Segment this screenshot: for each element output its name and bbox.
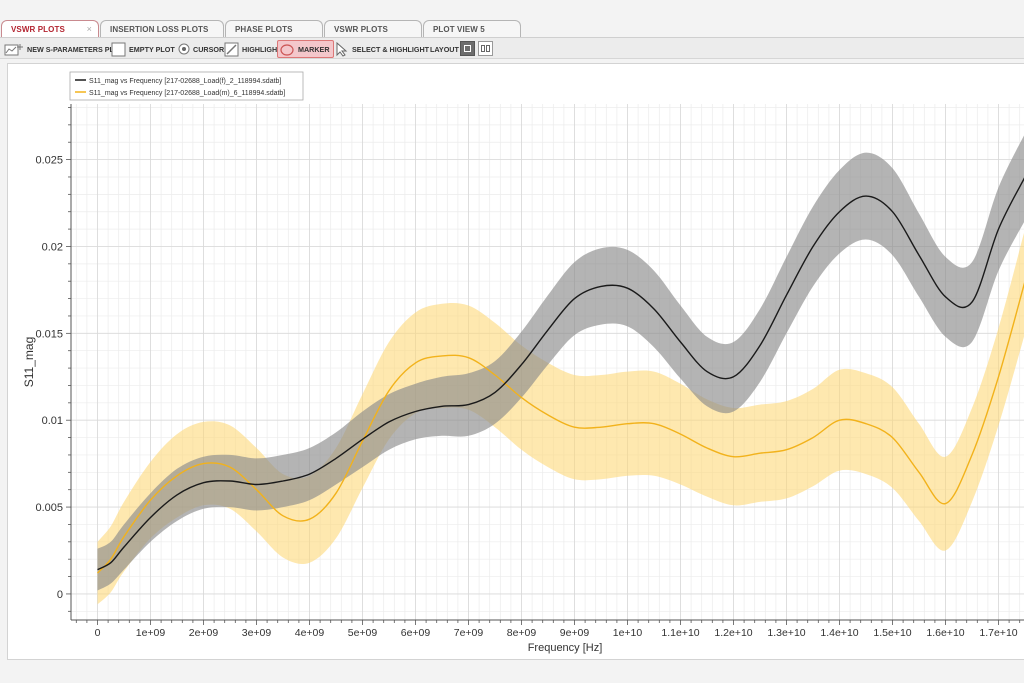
y-tick-label: 0.015 — [35, 328, 63, 340]
x-tick-label: 6e+09 — [401, 627, 431, 639]
tab-plot-view-5[interactable]: PLOT VIEW 5 — [423, 20, 521, 37]
series-lines — [96, 177, 1024, 574]
x-tick-label: 1.4e+10 — [820, 627, 858, 639]
tab-label: PHASE PLOTS — [235, 25, 293, 34]
layout-split-button[interactable] — [478, 41, 493, 56]
x-tick-label: 7e+09 — [454, 627, 484, 639]
tab-vswr-plots[interactable]: VSWR PLOTS × — [1, 20, 99, 37]
marker-button[interactable]: MARKER — [277, 40, 334, 58]
empty-plot-icon — [111, 42, 126, 56]
x-tick-label: 1e+10 — [613, 627, 643, 639]
marker-icon — [280, 43, 294, 56]
y-tick-label: 0.005 — [35, 502, 63, 514]
tab-phase-plots[interactable]: PHASE PLOTS — [225, 20, 323, 37]
tab-label: VSWR PLOTS — [334, 25, 388, 34]
arrow-pointer-icon — [336, 41, 348, 57]
marker-label: MARKER — [298, 44, 330, 54]
new-sparameters-plot-label: NEW S-PARAMETERS PLOT — [27, 44, 124, 54]
confidence-bands — [97, 135, 1024, 605]
legend-box — [69, 71, 304, 101]
layout-label: LAYOUT — [430, 44, 459, 54]
tab-label: INSERTION LOSS PLOTS — [110, 25, 209, 34]
x-tick-label: 4e+09 — [295, 627, 325, 639]
x-tick-label: 5e+09 — [348, 627, 378, 639]
layout-single-icon — [464, 45, 471, 52]
empty-plot-label: EMPTY PLOT — [129, 44, 175, 54]
x-tick-label: 3e+09 — [242, 627, 272, 639]
y-tick-label: 0.02 — [42, 241, 63, 253]
x-tick-label: 0 — [95, 627, 101, 639]
x-tick-label: 1.5e+10 — [873, 627, 911, 639]
line-series-1[interactable] — [97, 177, 1024, 571]
x-tick-label: 9e+09 — [560, 627, 590, 639]
x-tick-label: 1.3e+10 — [767, 627, 805, 639]
x-tick-label: 1.6e+10 — [926, 627, 964, 639]
highlight-icon — [224, 42, 239, 56]
x-axis-label: Frequency [Hz] — [528, 642, 603, 654]
y-tick-labels: 0 0.005 0.01 0.015 0.02 0.025 — [35, 155, 63, 601]
cursor-icon — [178, 43, 190, 55]
select-highlight-button[interactable]: SELECT & HIGHLIGHT — [335, 40, 429, 58]
x-tick-label: 1.1e+10 — [661, 627, 699, 639]
new-sparameters-plot-button[interactable]: NEW S-PARAMETERS PLOT — [4, 40, 124, 58]
x-tick-label: 2e+09 — [189, 627, 219, 639]
band-series-1 — [97, 135, 1024, 591]
legend: S11_mag vs Frequency [217-02688_Load(f)_… — [69, 71, 304, 101]
axes — [66, 104, 1024, 625]
legend-entry-series-2: S11_mag vs Frequency [217-02688_Load(m)_… — [89, 90, 285, 97]
tab-bar: VSWR PLOTS × INSERTION LOSS PLOTS PHASE … — [0, 18, 1024, 37]
sparameter-chart[interactable]: 0 1e+09 2e+09 3e+09 4e+09 5e+09 6e+09 7e+09 8e+0… — [8, 64, 1024, 661]
layout-single-button[interactable] — [460, 41, 475, 56]
cursor-label: CURSOR — [193, 44, 225, 54]
select-highlight-label: SELECT & HIGHLIGHT — [352, 44, 430, 54]
tab-label: VSWR PLOTS — [11, 25, 65, 34]
y-tick-label: 0.025 — [35, 155, 63, 167]
empty-plot-button[interactable]: EMPTY PLOT — [111, 40, 175, 58]
legend-entry-series-1: S11_mag vs Frequency [217-02688_Load(f)_… — [89, 78, 281, 85]
tab-vswr-plots-2[interactable]: VSWR PLOTS — [324, 20, 422, 37]
close-icon[interactable]: × — [86, 24, 92, 34]
highlight-button[interactable]: HIGHLIGHT — [224, 40, 282, 58]
x-tick-label: 1.7e+10 — [979, 627, 1017, 639]
tab-label: PLOT VIEW 5 — [433, 25, 485, 34]
y-tick-label: 0 — [57, 589, 63, 601]
highlight-label: HIGHLIGHT — [242, 44, 282, 54]
y-tick-label: 0.01 — [42, 415, 63, 427]
cursor-button[interactable]: CURSOR — [178, 40, 224, 58]
grid-major — [71, 104, 1024, 620]
new-plot-icon — [4, 44, 23, 56]
plot-panel: 0 1e+09 2e+09 3e+09 4e+09 5e+09 6e+09 7e+09 8e+0… — [7, 63, 1024, 660]
x-tick-label: 1.2e+10 — [714, 627, 752, 639]
line-series-2[interactable] — [96, 281, 1024, 574]
toolbar: NEW S-PARAMETERS PLOT EMPTY PLOT CURSOR … — [0, 37, 1024, 59]
x-tick-labels: 0 1e+09 2e+09 3e+09 4e+09 5e+09 6e+09 7e+09 8e+0… — [95, 627, 1018, 639]
x-tick-label: 8e+09 — [507, 627, 537, 639]
tab-insertion-loss-plots[interactable]: INSERTION LOSS PLOTS — [100, 20, 224, 37]
x-tick-label: 1e+09 — [136, 627, 166, 639]
band-series-2 — [97, 232, 1024, 605]
layout-split-icon — [481, 45, 485, 52]
y-axis-label: S11_mag — [22, 337, 36, 387]
